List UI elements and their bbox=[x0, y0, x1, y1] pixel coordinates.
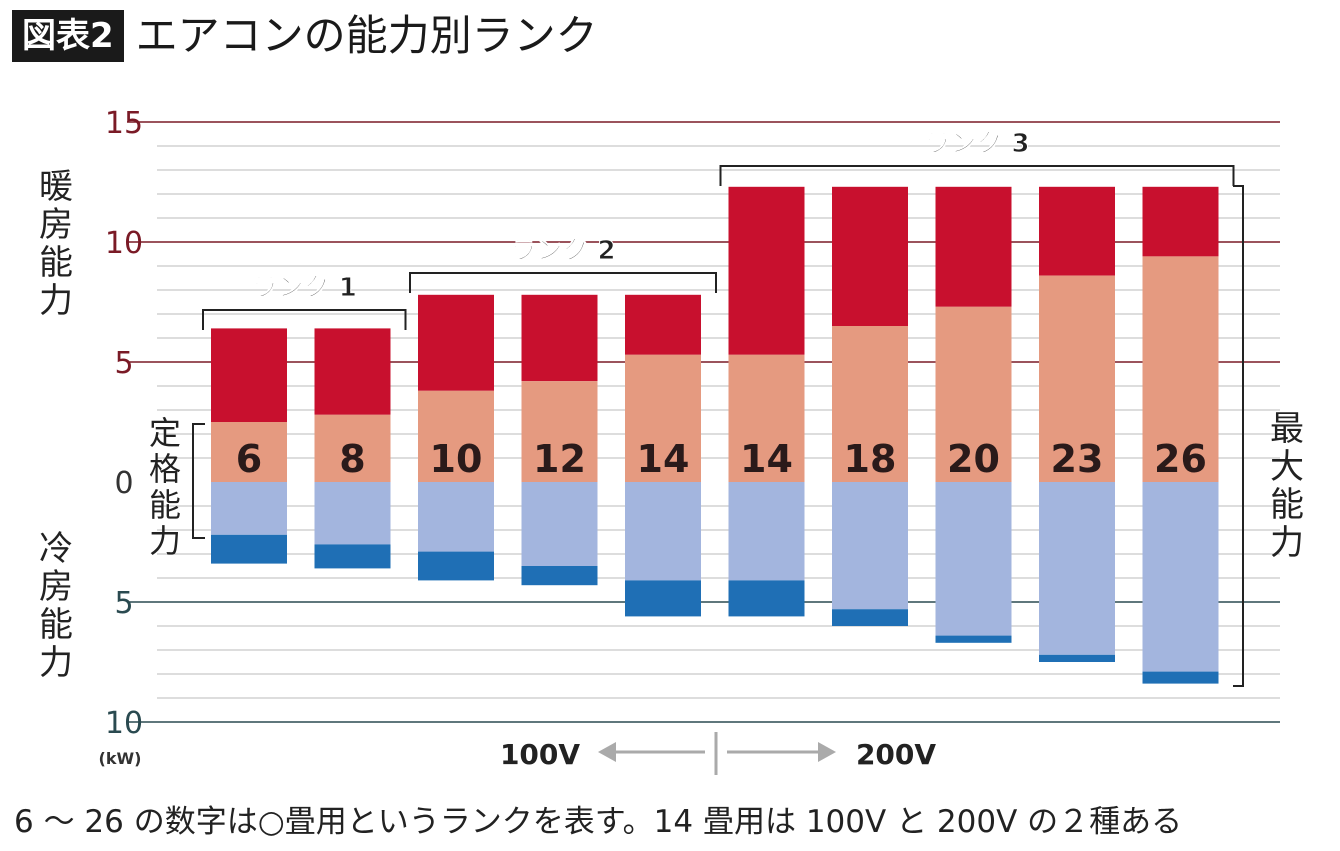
bar-heating-max bbox=[728, 186, 805, 355]
bar-cooling-rated bbox=[1142, 482, 1219, 672]
bar-cooling-max bbox=[935, 635, 1012, 643]
rank-label: ランク 3 bbox=[924, 129, 1029, 159]
y-tick-label: 5 bbox=[114, 346, 133, 381]
category-label: 18 bbox=[844, 437, 897, 481]
bar-cooling-rated bbox=[211, 482, 287, 535]
bar-heating-rated bbox=[521, 381, 598, 482]
rated-bracket bbox=[192, 423, 205, 539]
cooling-axis-label: 能 bbox=[39, 605, 73, 645]
figure-header: 図表2 エアコンの能力別ランク bbox=[12, 8, 598, 64]
cooling-axis-label: 力 bbox=[39, 643, 73, 683]
bar-cooling-rated bbox=[728, 482, 805, 581]
bar-heating-max bbox=[625, 294, 701, 355]
bar-heating-rated bbox=[625, 354, 701, 482]
bar-cooling-max bbox=[1142, 671, 1219, 684]
unit-label: (kW) bbox=[99, 749, 142, 768]
heating-axis-label: 力 bbox=[39, 281, 73, 321]
rank-bracket bbox=[202, 309, 407, 330]
bar-cooling-max bbox=[728, 580, 805, 617]
y-tick-label: 15 bbox=[105, 106, 143, 141]
rated-capacity-label: 能 bbox=[149, 486, 181, 524]
category-label: 23 bbox=[1051, 437, 1104, 481]
bar-cooling-rated bbox=[521, 482, 598, 566]
bar-cooling-rated bbox=[1039, 482, 1115, 655]
category-label: 20 bbox=[947, 437, 1000, 481]
voltage-label-100v: 100V bbox=[500, 738, 580, 771]
bar-heating-max bbox=[935, 186, 1012, 307]
bar-cooling-rated bbox=[314, 482, 391, 545]
voltage-arrowhead-right bbox=[818, 742, 836, 762]
cooling-axis-label: 冷 bbox=[39, 529, 73, 569]
max-capacity-label: 力 bbox=[1270, 523, 1304, 563]
rated-capacity-label: 力 bbox=[149, 522, 181, 560]
y-tick-label: 10 bbox=[105, 226, 143, 261]
cooling-axis-label: 房 bbox=[39, 567, 73, 607]
bar-heating-rated bbox=[832, 326, 908, 482]
category-label: 14 bbox=[740, 437, 793, 481]
rank-bracket bbox=[719, 165, 1235, 186]
bar-cooling-rated bbox=[625, 482, 701, 581]
rated-capacity-label: 定 bbox=[149, 414, 181, 452]
bar-heating-max bbox=[314, 328, 391, 415]
bar-heating-rated bbox=[728, 354, 805, 482]
rank-bracket bbox=[409, 272, 717, 293]
bar-cooling-max bbox=[832, 609, 908, 626]
max-capacity-label: 最 bbox=[1270, 409, 1304, 449]
voltage-arrowhead-left bbox=[598, 742, 616, 762]
bar-heating-rated bbox=[211, 422, 287, 482]
bar-heating-rated bbox=[314, 414, 391, 482]
bar-heating-max bbox=[832, 186, 908, 326]
bar-cooling-rated bbox=[418, 482, 494, 552]
heating-axis-label: 房 bbox=[39, 205, 73, 245]
bar-cooling-rated bbox=[935, 482, 1012, 636]
figure-badge: 図表2 bbox=[12, 10, 124, 62]
category-label: 8 bbox=[339, 437, 365, 481]
footnote: 6 ～ 26 の数字は○畳用というランクを表す。14 畳用は 100V と 20… bbox=[14, 804, 1183, 840]
bar-heating-max bbox=[211, 328, 287, 422]
voltage-label-200v: 200V bbox=[856, 738, 936, 771]
bar-cooling-max bbox=[314, 544, 391, 569]
figure-title: エアコンの能力別ランク bbox=[135, 11, 598, 60]
rank-label: ランク 2 bbox=[510, 236, 615, 266]
rated-capacity-label: 格 bbox=[149, 450, 181, 488]
bar-cooling-max bbox=[521, 566, 598, 586]
heating-axis-label: 能 bbox=[39, 243, 73, 283]
y-tick-label: 5 bbox=[114, 586, 133, 621]
y-tick-label: 0 bbox=[114, 466, 133, 501]
category-label: 12 bbox=[533, 437, 586, 481]
category-label: 10 bbox=[430, 437, 483, 481]
bar-heating-rated bbox=[418, 390, 494, 482]
bar-heating-rated bbox=[1039, 275, 1115, 482]
bar-cooling-max bbox=[211, 534, 287, 564]
max-capacity-label: 大 bbox=[1270, 447, 1304, 487]
category-label: 14 bbox=[637, 437, 690, 481]
bar-heating-max bbox=[418, 294, 494, 391]
bar-cooling-max bbox=[418, 551, 494, 581]
max-bracket bbox=[1233, 185, 1244, 687]
bar-cooling-max bbox=[1039, 654, 1115, 662]
bar-cooling-max bbox=[625, 580, 701, 617]
max-capacity-label: 能 bbox=[1270, 485, 1304, 525]
category-label: 6 bbox=[236, 437, 262, 481]
bar-heating-rated bbox=[1142, 256, 1219, 482]
rank-label: ランク 1 bbox=[252, 273, 357, 303]
bar-heating-max bbox=[521, 294, 598, 382]
y-tick-label: 10 bbox=[105, 706, 143, 741]
bar-heating-max bbox=[1039, 186, 1115, 276]
bar-heating-max bbox=[1142, 186, 1219, 257]
category-label: 26 bbox=[1154, 437, 1207, 481]
heating-axis-label: 暖 bbox=[39, 167, 73, 207]
bar-heating-rated bbox=[935, 306, 1012, 482]
bar-cooling-rated bbox=[832, 482, 908, 610]
